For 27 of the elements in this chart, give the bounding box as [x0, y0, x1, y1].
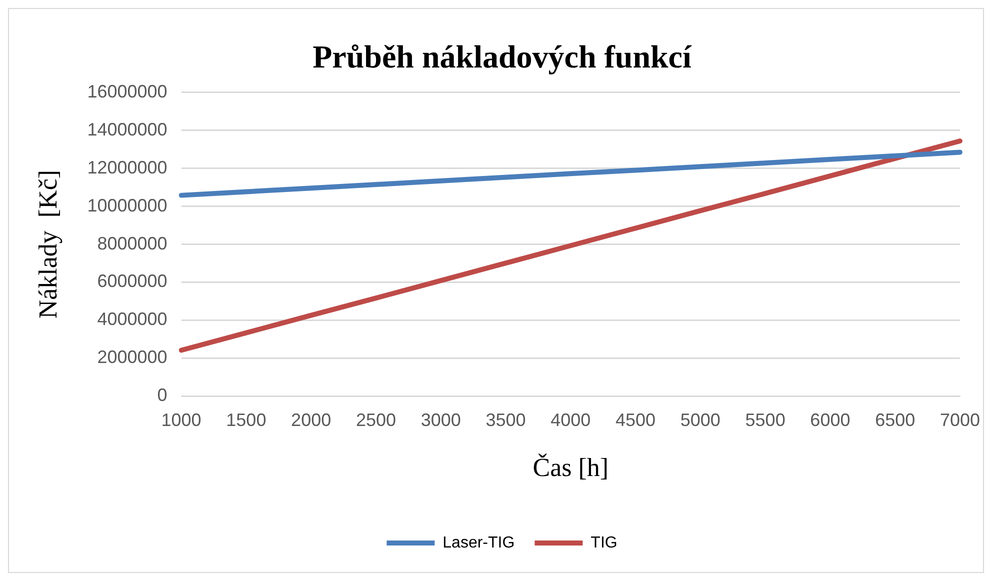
- y-tick-label: 8000000: [97, 233, 168, 254]
- chart-title: Průběh nákladových funkcí: [312, 38, 692, 74]
- y-tick-label: 12000000: [87, 157, 168, 178]
- x-tick-label: 5500: [745, 410, 786, 430]
- x-tick-label: 7000: [940, 410, 980, 430]
- y-tick-label: 14000000: [87, 119, 168, 140]
- x-tick-label: 3500: [486, 410, 526, 430]
- y-tick-label: 16000000: [87, 81, 168, 102]
- y-axis-title: Náklady [Kč]: [33, 170, 62, 319]
- x-tick-label: 2000: [291, 410, 332, 430]
- x-tick-label: 6500: [875, 410, 916, 430]
- x-tick-label: 4500: [616, 410, 656, 430]
- y-tick-label: 6000000: [97, 271, 168, 292]
- y-tick-label: 10000000: [87, 195, 168, 216]
- x-tick-label: 3000: [420, 410, 461, 430]
- x-tick-label: 4000: [550, 410, 591, 430]
- y-tick-label: 4000000: [97, 309, 168, 330]
- x-tick-label: 2500: [356, 410, 396, 430]
- y-tick-label: 0: [157, 385, 168, 406]
- legend-label: Laser-TIG: [442, 534, 515, 552]
- x-tick-label: 1000: [161, 410, 202, 430]
- x-tick-label: 1500: [226, 410, 266, 430]
- x-axis-title: Čas [h]: [532, 453, 609, 482]
- y-tick-label: 2000000: [97, 347, 168, 368]
- legend-label: TIG: [590, 534, 618, 552]
- x-tick-label: 6000: [810, 410, 850, 430]
- x-tick-label: 5000: [680, 410, 720, 430]
